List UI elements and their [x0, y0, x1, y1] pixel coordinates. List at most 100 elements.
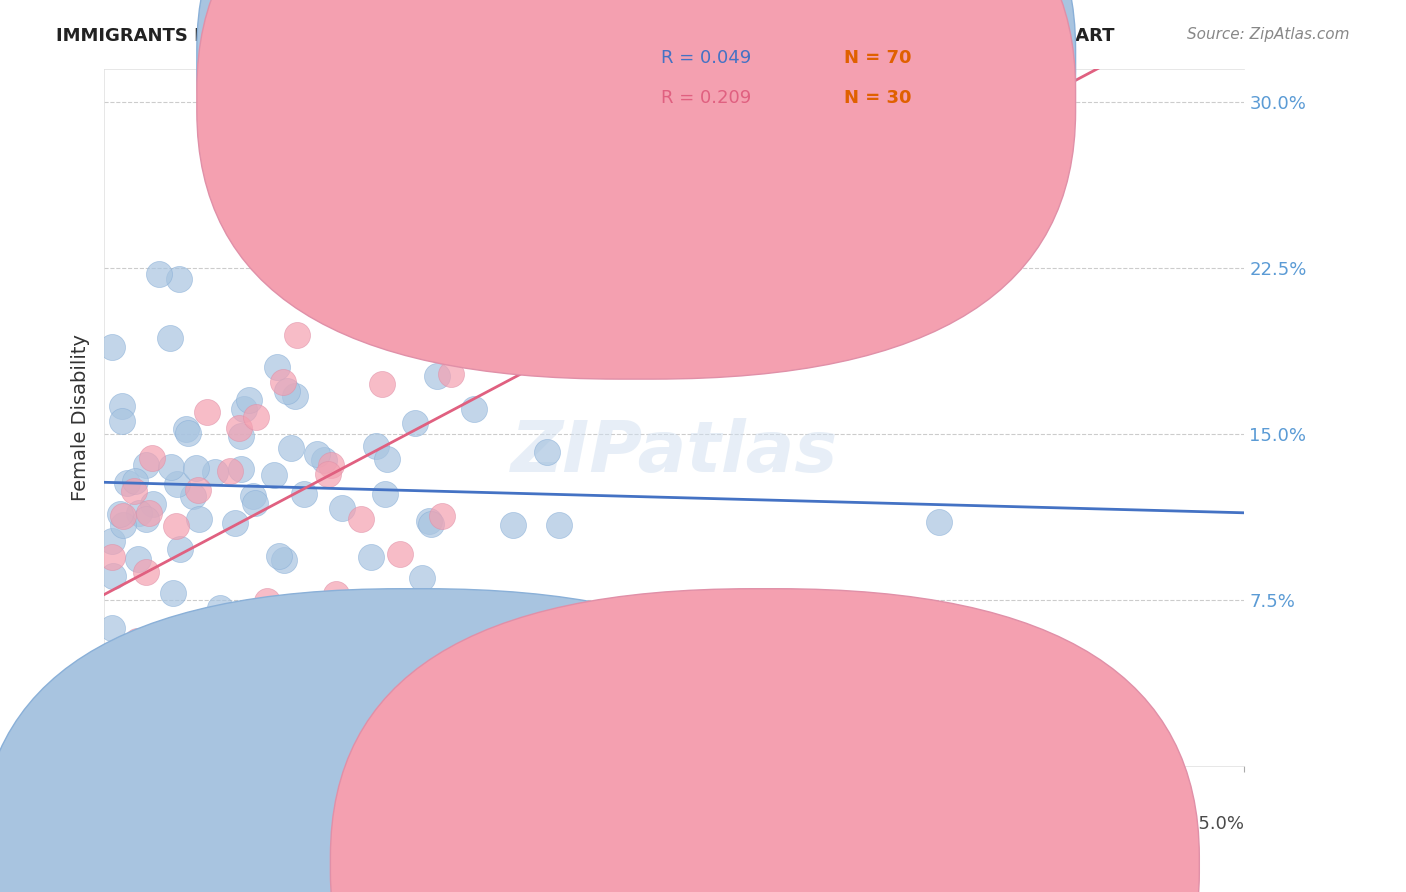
Point	[267, 549, 290, 564]
Point	[159, 459, 181, 474]
Point	[263, 467, 285, 482]
Point	[548, 517, 571, 532]
Point	[548, 331, 571, 345]
Point	[176, 422, 198, 436]
Text: Immigrants from Pakistan: Immigrants from Pakistan	[436, 855, 650, 873]
Text: N = 30: N = 30	[844, 89, 911, 107]
Point	[124, 474, 146, 488]
Point	[135, 512, 157, 526]
Point	[350, 511, 373, 525]
Point	[166, 477, 188, 491]
Point	[245, 410, 267, 425]
Point	[271, 375, 294, 389]
Point	[319, 458, 342, 473]
Point	[122, 484, 145, 499]
Point	[371, 376, 394, 391]
Point	[364, 439, 387, 453]
Point	[108, 508, 131, 522]
Point	[373, 487, 395, 501]
Text: Immigrants from Sweden: Immigrants from Sweden	[787, 855, 997, 873]
Point	[224, 516, 246, 530]
Point	[167, 272, 190, 286]
Point	[429, 647, 451, 661]
Point	[208, 601, 231, 615]
Text: ZIPatlas: ZIPatlas	[510, 417, 838, 487]
Point	[536, 444, 558, 458]
Text: IMMIGRANTS FROM PAKISTAN VS IMMIGRANTS FROM SWEDEN FEMALE DISABILITY CORRELATION: IMMIGRANTS FROM PAKISTAN VS IMMIGRANTS F…	[56, 27, 1115, 45]
Point	[160, 658, 183, 673]
Point	[465, 161, 488, 176]
Point	[135, 565, 157, 579]
Point	[285, 327, 308, 342]
Text: 0.0%: 0.0%	[104, 815, 149, 833]
Point	[463, 402, 485, 417]
Y-axis label: Female Disability: Female Disability	[72, 334, 90, 501]
Point	[356, 606, 378, 620]
Point	[228, 420, 250, 434]
Point	[201, 661, 224, 675]
Point	[430, 508, 453, 523]
Point	[100, 534, 122, 549]
Point	[420, 517, 443, 532]
Point	[381, 638, 404, 652]
Point	[138, 506, 160, 520]
Point	[502, 517, 524, 532]
Point	[177, 425, 200, 440]
Point	[111, 517, 134, 532]
Point	[195, 405, 218, 419]
Point	[204, 465, 226, 479]
Point	[218, 464, 240, 478]
Text: R = 0.209: R = 0.209	[661, 89, 751, 107]
Text: N = 70: N = 70	[844, 49, 911, 67]
Point	[316, 467, 339, 481]
Point	[111, 509, 134, 524]
Point	[128, 506, 150, 520]
Point	[440, 368, 463, 382]
Point	[307, 447, 329, 461]
Point	[284, 389, 307, 403]
Point	[280, 441, 302, 455]
Point	[148, 268, 170, 282]
Point	[127, 552, 149, 566]
Point	[162, 585, 184, 599]
Point	[418, 514, 440, 528]
Point	[141, 451, 163, 466]
Point	[928, 516, 950, 530]
Point	[100, 621, 122, 635]
Point	[641, 615, 664, 630]
Point	[325, 587, 347, 601]
Point	[233, 402, 256, 417]
Point	[181, 489, 204, 503]
Point	[100, 550, 122, 565]
Point	[360, 549, 382, 564]
Point	[103, 569, 125, 583]
Point	[404, 416, 426, 430]
Point	[256, 594, 278, 608]
Point	[664, 620, 686, 634]
Point	[186, 460, 208, 475]
Point	[166, 518, 188, 533]
Point	[266, 359, 288, 374]
Point	[122, 675, 145, 690]
Point	[229, 428, 252, 442]
Text: R = 0.049: R = 0.049	[661, 49, 751, 67]
Point	[336, 305, 359, 319]
Point	[135, 458, 157, 472]
Point	[702, 99, 724, 113]
Point	[305, 608, 328, 623]
Point	[243, 496, 266, 510]
Point	[426, 368, 449, 383]
Point	[100, 340, 122, 354]
Point	[229, 462, 252, 476]
Point	[664, 608, 686, 623]
Point	[675, 252, 697, 267]
Text: 15.0%: 15.0%	[1188, 815, 1244, 833]
Point	[312, 453, 335, 467]
Point	[169, 541, 191, 556]
Point	[111, 399, 134, 413]
Point	[411, 571, 433, 585]
Point	[276, 384, 298, 399]
Text: Source: ZipAtlas.com: Source: ZipAtlas.com	[1187, 27, 1350, 42]
Point	[111, 413, 134, 427]
Point	[375, 451, 398, 466]
